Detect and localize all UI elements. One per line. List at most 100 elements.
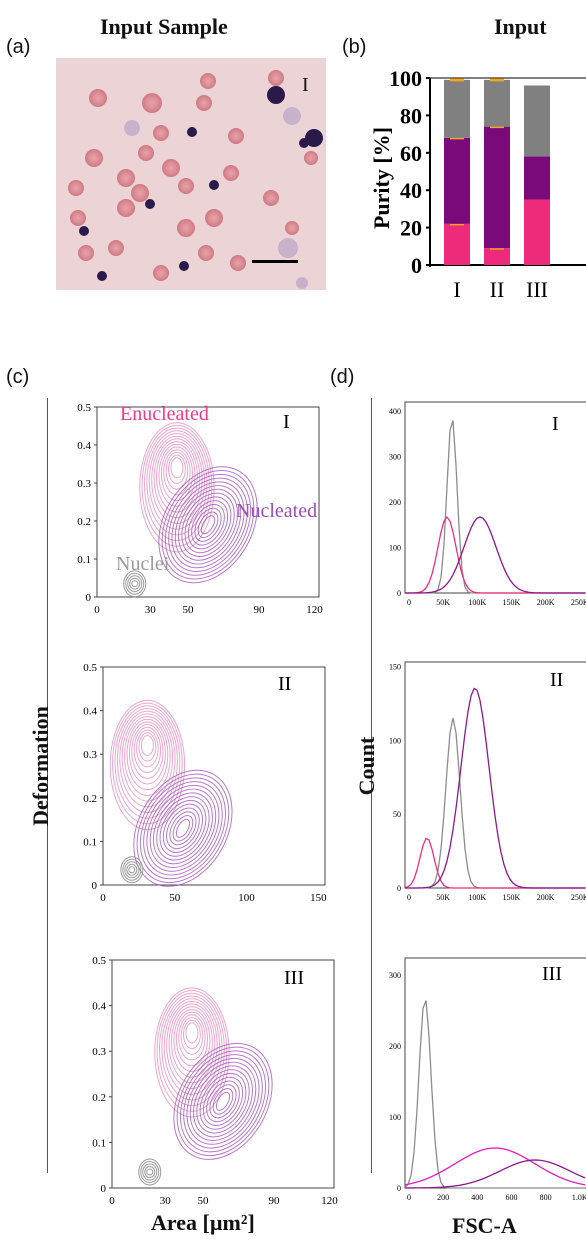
hist-x-tick-label: 400: [471, 1193, 483, 1202]
panel-d-label: (d): [330, 366, 355, 388]
contour-x-tick-label: 90: [254, 604, 266, 616]
contour-nucleated: [172, 815, 194, 842]
contour-nucleated: [156, 796, 210, 861]
hist-x-tick-label: 100K: [468, 893, 486, 902]
hist-frame: [404, 401, 586, 594]
contour-nucleated: [166, 807, 200, 850]
hist-x-tick-label: 50K: [436, 598, 450, 607]
contour-enucleated: [156, 990, 228, 1112]
contour-enucleated: [119, 710, 176, 808]
bar-segment: [444, 223, 470, 265]
contour-nucleated: [139, 777, 226, 880]
contour-nuclei: [123, 570, 147, 598]
hist-y-tick-label: 100: [389, 1113, 401, 1122]
contour-enucleated: [165, 451, 189, 490]
contour-enucleated: [112, 702, 183, 825]
contour-y-tick-label: 0.5: [83, 662, 97, 674]
contour-x-tick-label: 150: [310, 892, 327, 904]
microscopy-image: [56, 58, 326, 290]
hist-curve-nucleated: [404, 516, 585, 594]
contour-nuclei: [124, 861, 140, 879]
contour-nuclei: [144, 1166, 156, 1179]
contour-nucleated: [169, 811, 197, 846]
contour-x-tick-label: 50: [198, 1195, 210, 1207]
contour-nucleated: [215, 1091, 231, 1111]
hist-roman-label: II: [550, 669, 563, 691]
bar-category-label: II: [490, 277, 505, 300]
contour-enucleated: [128, 721, 166, 785]
contour-x-tick-label: 120: [306, 604, 323, 616]
contour-nuclei: [126, 863, 138, 876]
contour-nuclei: [125, 572, 145, 595]
hist-y-tick-label: 50: [393, 810, 401, 819]
hist-x-tick-label: 600: [505, 1193, 517, 1202]
contour-nuclei: [131, 580, 139, 588]
contour-x-tick-label: 0: [109, 1195, 115, 1207]
contour-nucleated: [171, 481, 245, 569]
contour-y-tick-label: 0.2: [83, 793, 97, 805]
contour-enucleated: [178, 1014, 206, 1061]
contour-nucleated: [133, 769, 233, 887]
contour-enucleated: [154, 987, 230, 1118]
bar-y-tick-label: 60: [400, 141, 422, 166]
bar-y-tick-label: 0: [411, 253, 422, 278]
contour-nucleated: [197, 511, 219, 539]
panel-c-label: (c): [6, 366, 30, 388]
contour-nucleated: [175, 818, 191, 838]
hist-curve-enucleated: [404, 837, 585, 889]
hist-x-tick-label: 50K: [436, 893, 450, 902]
bar-segment: [444, 79, 470, 138]
bar-y-tick-label: 100: [389, 66, 422, 91]
contour-enucleated: [183, 1019, 201, 1050]
contour-nucleated: [143, 781, 223, 876]
hist-curve-enucleated: [404, 515, 585, 594]
hist-x-tick-label: 0: [407, 598, 411, 607]
contour-nuclei: [146, 1168, 154, 1176]
contour-x-tick-label: 120: [321, 1195, 338, 1207]
contour-nucleated: [149, 788, 217, 868]
contour-enucleated: [185, 1022, 199, 1044]
contour-y-tick-label: 0: [86, 592, 92, 604]
cell-image-svg: [68, 70, 323, 289]
bar-y-tick-label: 40: [400, 178, 422, 203]
hist-y-tick-label: 150: [389, 662, 401, 671]
contour-enucleated: [121, 713, 174, 802]
bar-segment: [524, 199, 550, 265]
contour-enucleated: [140, 734, 154, 756]
count-axis-label: Count: [354, 736, 379, 796]
contour-nuclei: [120, 856, 144, 884]
purity-y-axis-label: Purity [%]: [369, 127, 394, 229]
hist-x-tick-label: 800: [540, 1193, 552, 1202]
contour-enucleated: [171, 1006, 213, 1078]
contour-nucleated: [209, 1084, 237, 1119]
panel-a-roman: I: [302, 74, 309, 96]
contour-nuclei: [140, 1161, 160, 1184]
bar-segment: [524, 156, 550, 200]
bar-error-cap: [450, 222, 464, 226]
hist-frame: [404, 957, 586, 1189]
contour-nucleated: [136, 773, 230, 884]
hist-curve-nucleated: [404, 1159, 586, 1189]
hist-x-tick-label: 100K: [468, 598, 486, 607]
contour-y-tick-label: 0: [92, 880, 98, 892]
area-axis-label: Area [µm²]: [151, 1210, 255, 1235]
contour-nucleated: [196, 1069, 250, 1134]
contour-nucleated: [162, 803, 204, 853]
bar-error-cap: [450, 78, 464, 82]
hist-roman-label: I: [552, 413, 559, 435]
contour-y-tick-label: 0.2: [92, 1092, 106, 1104]
panel-b-label: (b): [342, 36, 367, 58]
contour-y-tick-label: 0.2: [77, 516, 91, 528]
hist-x-tick-label: 0: [407, 1193, 411, 1202]
contour-nucleated: [152, 792, 213, 865]
contour-nucleated: [183, 1054, 263, 1149]
contour-x-tick-label: 0: [100, 892, 106, 904]
panel-b-title: Input: [494, 14, 547, 39]
contour-nucleated: [164, 473, 252, 576]
contour-nuclei: [128, 866, 136, 874]
hist-curve-enucleated: [404, 1147, 586, 1186]
contour-enucleated: [139, 422, 215, 553]
hist-frame: [404, 661, 586, 889]
contour-nucleated: [159, 799, 207, 857]
panel-d-separator: [371, 398, 372, 1173]
